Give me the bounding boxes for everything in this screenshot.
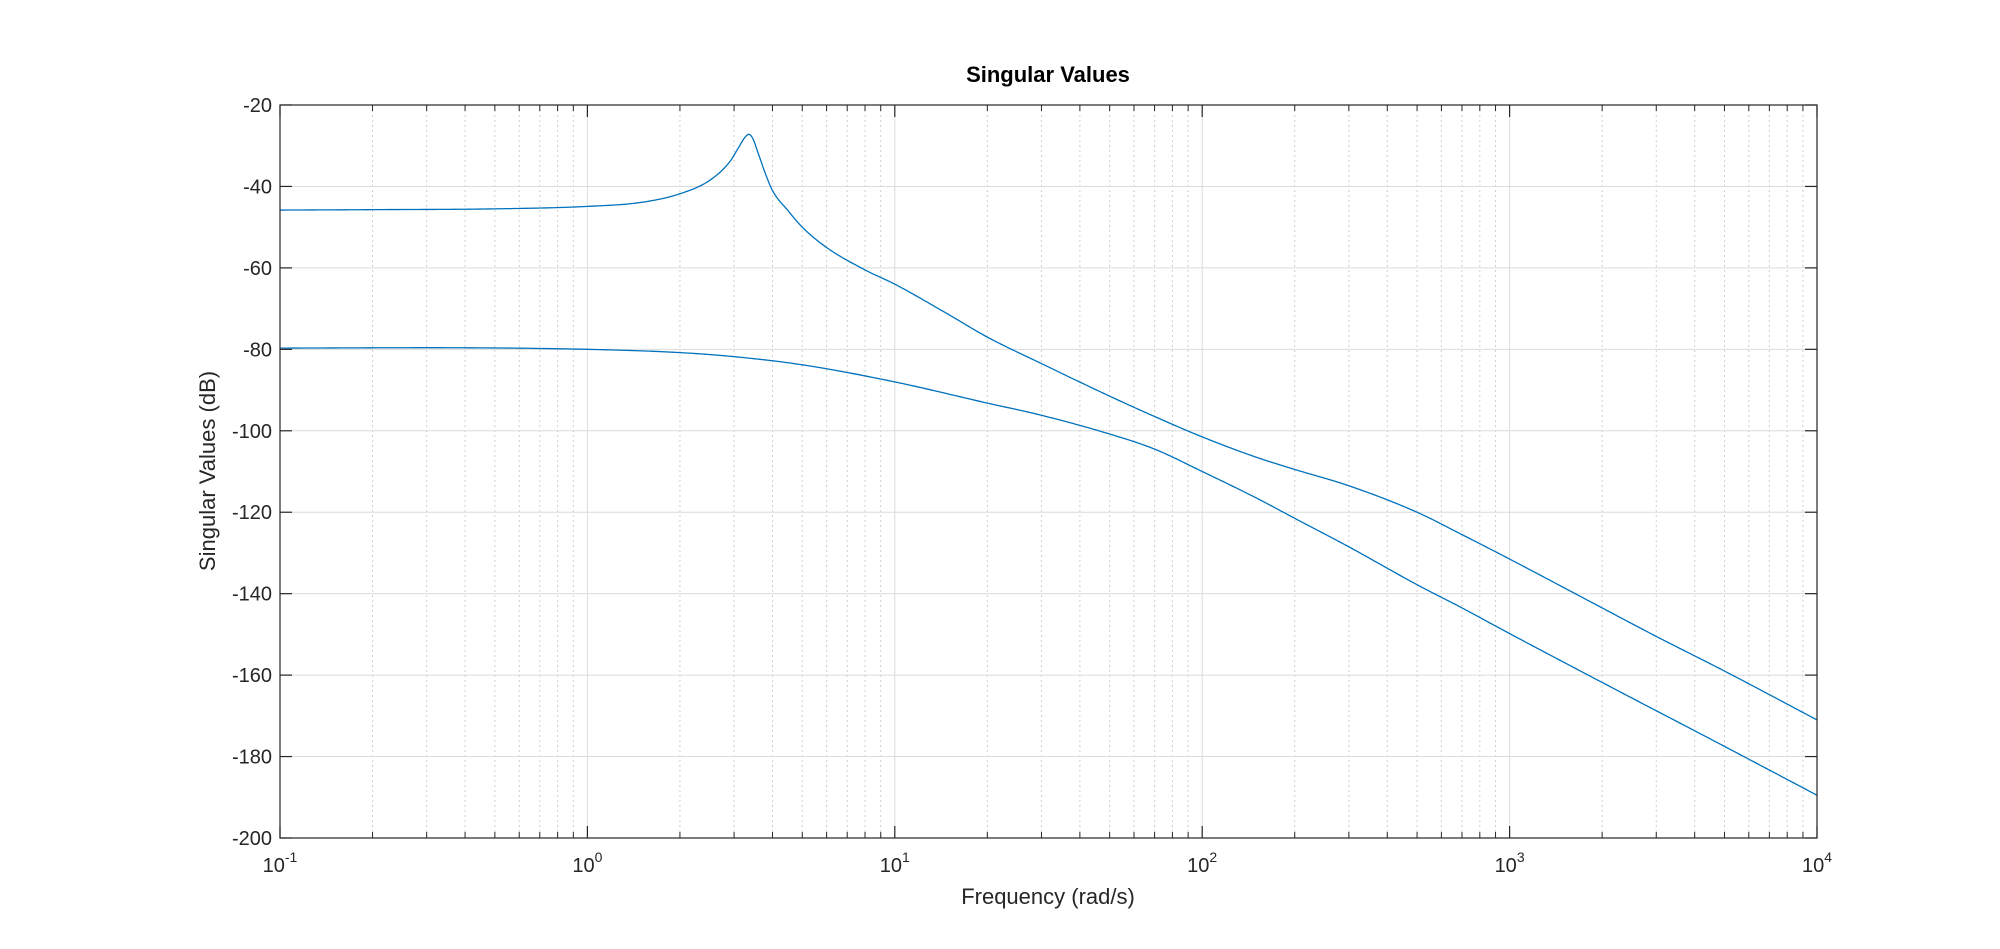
y-tick-label: -180 <box>232 747 272 769</box>
y-tick-label: -120 <box>232 502 272 524</box>
y-tick-label: -80 <box>243 339 272 361</box>
y-tick-label: -60 <box>243 258 272 280</box>
y-tick-label: -100 <box>232 421 272 443</box>
series-layer <box>279 133 1818 796</box>
y-tick-label: -200 <box>232 828 272 850</box>
y-tick-label: -40 <box>243 176 272 198</box>
y-tick-label: -20 <box>243 95 272 117</box>
tick-marks <box>279 104 1818 839</box>
x-tick-label: 101 <box>880 849 910 877</box>
x-tick-labels: 10-1 100 101 102 103 104 <box>263 849 1833 877</box>
y-tick-labels: -20 -40 -60 -80 -100 -120 -140 -160 -180 -200 <box>232 95 272 850</box>
x-tick-label: 102 <box>1187 849 1217 877</box>
x-tick-label: 10-1 <box>263 849 298 877</box>
axes-box <box>279 104 1818 839</box>
chart-title: Singular Values <box>966 62 1130 87</box>
x-tick-label: 104 <box>1802 849 1832 877</box>
x-tick-label: 100 <box>572 849 602 877</box>
series-line-1 <box>279 133 1818 721</box>
axes-background <box>280 105 1817 838</box>
minor-grid <box>372 105 1804 838</box>
y-tick-label: -160 <box>232 665 272 687</box>
x-tick-label: 103 <box>1495 849 1525 877</box>
y-tick-label: -140 <box>232 584 272 606</box>
y-axis-label: Singular Values (dB) <box>195 371 220 571</box>
series-line-2 <box>279 347 1818 796</box>
x-axis-label: Frequency (rad/s) <box>961 884 1135 909</box>
